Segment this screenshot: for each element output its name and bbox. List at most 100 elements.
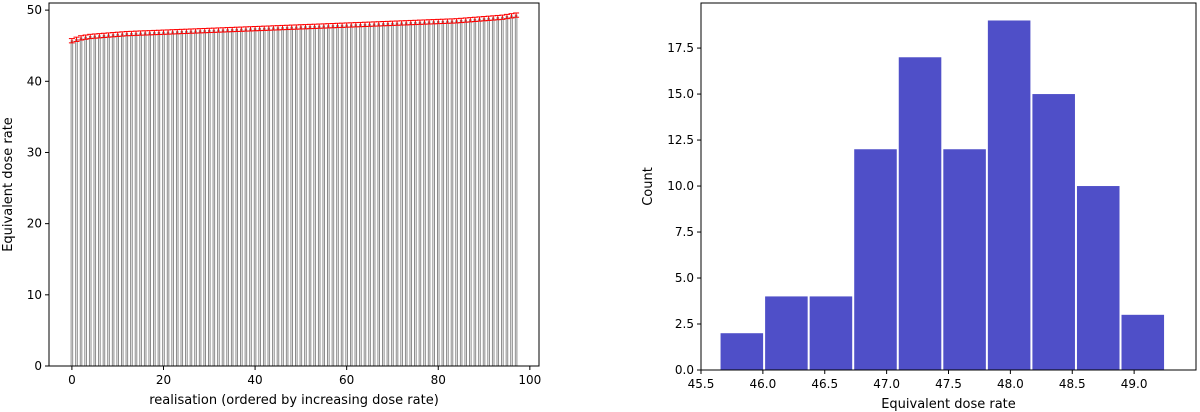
bar (208, 29, 211, 367)
bar (290, 26, 293, 367)
bar (84, 36, 87, 367)
bar (240, 28, 243, 367)
x-tick-label: 40 (247, 373, 262, 387)
bar (446, 20, 449, 367)
bar (189, 30, 193, 367)
y-tick-label: 0.0 (675, 363, 694, 377)
bar (143, 32, 147, 367)
x-tick-label: 46.5 (811, 377, 838, 391)
bar (395, 22, 399, 367)
bar (116, 33, 119, 367)
bar (125, 33, 129, 367)
histogram-bar (898, 57, 942, 371)
bar (203, 30, 206, 367)
bars (70, 14, 518, 367)
bar (349, 24, 353, 367)
bar (418, 21, 422, 367)
bar (153, 32, 156, 367)
dose-rate-bar-chart: 0 20 40 60 80 100 0 10 20 30 40 50 realisation (or… (1, 2, 541, 408)
histogram-bar (1032, 94, 1075, 370)
x-tick-label: 47.5 (935, 377, 962, 391)
bar (478, 18, 481, 367)
bar (437, 21, 440, 367)
y-axis-ticks: 0 10 20 30 40 50 (27, 3, 49, 373)
bar (340, 24, 344, 367)
bar (414, 21, 417, 367)
bar (148, 32, 151, 367)
bar (491, 17, 495, 367)
histogram-bar (1076, 186, 1120, 370)
bar (427, 21, 431, 367)
bar (386, 23, 390, 367)
bar (180, 31, 184, 367)
y-tick-label: 30 (27, 145, 42, 159)
bar (221, 29, 225, 367)
x-tick-label: 100 (518, 373, 541, 387)
bar (354, 24, 358, 367)
bar (450, 20, 454, 367)
bar (459, 19, 463, 367)
bar (510, 15, 513, 367)
bar (267, 27, 271, 367)
x-axis-ticks: 0 20 40 60 80 100 (68, 366, 541, 387)
y-tick-label: 2.5 (675, 317, 694, 331)
x-tick-label: 20 (156, 373, 171, 387)
bar (327, 25, 330, 367)
histogram-bar (854, 149, 897, 370)
bar (432, 21, 435, 367)
y-tick-label: 20 (27, 217, 42, 231)
bar (285, 26, 289, 367)
bar (139, 32, 142, 367)
bar (377, 23, 380, 367)
bar (107, 34, 110, 367)
bar (464, 19, 467, 367)
x-tick-label: 46.0 (750, 377, 777, 391)
bar (400, 22, 403, 367)
bar (441, 20, 445, 367)
y-tick-label: 10.0 (667, 179, 694, 193)
histogram-bars (720, 20, 1165, 371)
bar (409, 22, 413, 367)
bar (102, 34, 106, 367)
bar (75, 38, 78, 367)
x-tick-label: 48.5 (1059, 377, 1086, 391)
bar (372, 23, 376, 367)
x-tick-label: 48.0 (997, 377, 1024, 391)
x-tick-label: 47.0 (873, 377, 900, 391)
bar (262, 27, 266, 367)
bar (482, 18, 486, 367)
bar (473, 18, 477, 367)
x-tick-label: 0 (68, 373, 76, 387)
bar (130, 33, 133, 367)
bar (230, 29, 234, 367)
x-tick-label: 45.5 (688, 377, 715, 391)
bar (276, 27, 280, 367)
bar (295, 26, 298, 367)
bar (317, 25, 321, 367)
bar (496, 17, 500, 367)
bar (88, 36, 92, 367)
y-tick-label: 15.0 (667, 87, 694, 101)
bar (258, 28, 261, 367)
x-tick-label: 49.0 (1121, 377, 1148, 391)
y-tick-label: 0 (34, 359, 42, 373)
y-tick-label: 12.5 (667, 133, 694, 147)
y-axis-label: Count (641, 167, 656, 206)
bar (363, 23, 367, 367)
y-axis-label: Equivalent dose rate (1, 117, 16, 252)
x-axis-ticks: 45.5 46.0 46.5 47.0 47.5 48.0 48.5 49.0 (688, 370, 1148, 391)
y-tick-label: 17.5 (667, 41, 694, 55)
bar (244, 28, 248, 367)
bar (235, 28, 239, 367)
bar (249, 28, 252, 367)
histogram-bar (809, 296, 853, 370)
bar (185, 30, 188, 367)
bar (121, 33, 124, 367)
y-tick-label: 10 (27, 288, 42, 302)
bar (98, 35, 101, 367)
bar (79, 37, 83, 367)
y-tick-label: 7.5 (675, 225, 694, 239)
bar (345, 24, 348, 367)
bar (359, 24, 362, 367)
bar (111, 34, 115, 367)
